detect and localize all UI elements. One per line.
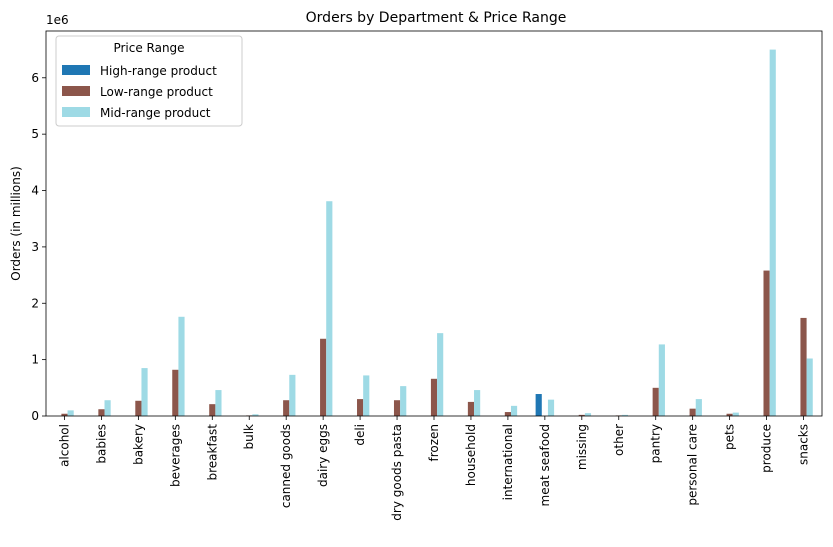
y-axis: 0 1 2 3 4 5 6 [31, 71, 46, 423]
bar-low-range-product-missing [578, 414, 585, 416]
bar-low-range-product-canned-goods [283, 400, 290, 416]
y-tick-label: 4 [31, 184, 39, 198]
legend-box [55, 35, 243, 127]
bar-mid-range-product-beverages [178, 316, 185, 416]
y-tick-label: 1 [31, 353, 39, 367]
x-tick-label: dairy eggs [316, 424, 330, 487]
bar-low-range-product-dairy-eggs [320, 338, 327, 416]
x-tick-label: international [501, 424, 515, 500]
bar-low-range-product-pets [726, 413, 733, 416]
y-tick-label: 3 [31, 240, 39, 254]
bar-mid-range-product-dairy-eggs [326, 201, 333, 416]
legend-entry-label: Low-range product [100, 85, 213, 99]
legend-swatch [62, 65, 90, 75]
x-tick-label: breakfast [205, 424, 219, 481]
bar-low-range-product-international [504, 412, 511, 416]
x-tick-label: meat seafood [538, 424, 552, 506]
bar-mid-range-product-breakfast [215, 390, 222, 416]
bar-mid-range-product-household [474, 390, 481, 416]
bar-low-range-product-produce [763, 270, 770, 416]
y-tick-label: 2 [31, 296, 39, 310]
x-tick-label: bakery [131, 424, 145, 465]
bar-low-range-product-dry-goods-pasta [393, 400, 401, 416]
bar-mid-range-product-produce [769, 49, 776, 416]
bar-mid-range-product-bakery [141, 368, 148, 416]
x-tick-label: pets [723, 424, 737, 450]
bar-mid-range-product-deli [363, 375, 370, 416]
legend-entry-label: High-range product [100, 64, 217, 78]
x-tick-label: bulk [242, 424, 256, 450]
bar-mid-range-product-snacks [806, 358, 813, 416]
x-tick-label: snacks [797, 424, 811, 465]
bar-mid-range-product-personal-care [695, 399, 702, 416]
bars-group [61, 49, 813, 416]
x-tick-label: canned goods [279, 424, 293, 508]
y-tick-label: 6 [31, 71, 39, 85]
plot-frame [45, 30, 823, 417]
bar-low-range-product-alcohol [61, 413, 68, 416]
bar-low-range-product-snacks [800, 317, 807, 416]
legend-swatch [62, 86, 90, 96]
bar-low-range-product-personal-care [689, 408, 696, 416]
bar-low-range-product-beverages [172, 369, 179, 416]
chart-title: Orders by Department & Price Range [306, 10, 567, 26]
bar-low-range-product-bakery [135, 400, 142, 416]
x-tick-label: household [464, 424, 478, 486]
bar-mid-range-product-pantry [658, 344, 665, 416]
bar-high-range-product-meat-seafood [535, 394, 542, 416]
y-tick-label: 5 [31, 127, 39, 141]
x-tick-label: deli [353, 424, 367, 446]
legend: Price Range High-range product Low-range … [55, 35, 243, 127]
x-tick-label: personal care [686, 424, 700, 506]
bar-mid-range-product-canned-goods [289, 374, 296, 416]
x-tick-label: frozen [427, 424, 441, 462]
bar-low-range-product-deli [357, 399, 364, 416]
bar-mid-range-product-babies [104, 400, 111, 416]
bar-mid-range-product-international [510, 405, 518, 416]
x-axis: alcohol babies bakery beverages breakfast bul… [57, 416, 811, 521]
bar-mid-range-product-frozen [437, 333, 444, 416]
x-tick-label: alcohol [57, 424, 71, 467]
x-tick-label: beverages [168, 424, 182, 487]
bar-mid-range-product-missing [584, 413, 592, 416]
x-tick-label: produce [760, 424, 774, 473]
legend-title: Price Range [113, 41, 184, 55]
legend-swatch [62, 107, 90, 117]
x-tick-label: pantry [649, 424, 663, 463]
bar-low-range-product-babies [98, 409, 105, 416]
x-tick-label: babies [94, 424, 108, 464]
bar-mid-range-product-bulk [252, 414, 259, 416]
x-tick-label: other [612, 424, 626, 456]
legend-entry-label: Mid-range product [100, 106, 211, 120]
bar-mid-range-product-other [621, 414, 628, 416]
y-tick-label: 0 [31, 409, 39, 423]
bar-mid-range-product-pets [732, 412, 739, 416]
bar-mid-range-product-alcohol [67, 410, 74, 416]
bar-low-range-product-household [467, 401, 475, 416]
bar-low-range-product-frozen [430, 378, 438, 416]
bar-mid-range-product-meat-seafood [547, 399, 555, 416]
y-offset-label: 1e6 [46, 13, 69, 27]
y-axis-label: Orders (in millions) [9, 166, 23, 281]
x-tick-label: dry goods pasta [390, 424, 404, 521]
bar-low-range-product-pantry [652, 387, 659, 416]
bar-low-range-product-breakfast [209, 404, 216, 416]
x-tick-label: missing [575, 424, 589, 470]
bar-mid-range-product-dry-goods-pasta [400, 386, 407, 416]
